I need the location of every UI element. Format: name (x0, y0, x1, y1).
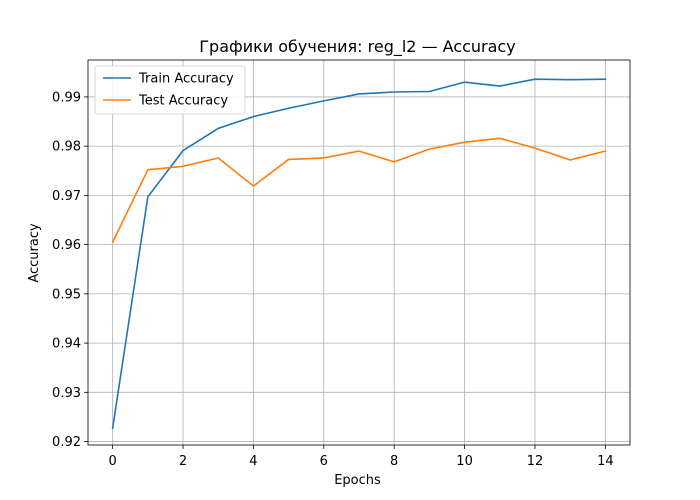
x-axis-label: Epochs (334, 473, 381, 488)
chart-title: Графики обучения: reg_l2 — Accuracy (199, 37, 515, 57)
x-tick-label: 2 (179, 454, 187, 469)
y-tick-label: 0.93 (52, 386, 81, 401)
y-tick-label: 0.98 (52, 140, 81, 155)
x-tick-label: 8 (390, 454, 398, 469)
y-tick-label: 0.97 (52, 189, 81, 204)
y-tick-label: 0.95 (52, 287, 81, 302)
x-tick-label: 0 (108, 454, 116, 469)
series-line-train (111, 78, 607, 430)
plot-frame (87, 59, 631, 446)
axes (87, 59, 631, 446)
legend: Train Accuracy Test Accuracy (94, 65, 246, 115)
x-tick-label: 12 (527, 454, 544, 469)
legend-box (94, 65, 246, 115)
ticks: 0 2 4 6 8 10 12 14 0.92 0.93 0.94 0.95 0.96 0.97 0.98 0… (52, 90, 614, 469)
x-tick-label: 6 (320, 454, 328, 469)
x-tick-label: 14 (597, 454, 614, 469)
y-tick-label: 0.94 (52, 337, 81, 352)
y-tick-label: 0.92 (52, 435, 81, 450)
legend-entry: Test Accuracy (138, 94, 228, 109)
series-lines (111, 78, 607, 430)
x-tick-label: 4 (249, 454, 257, 469)
y-tick-label: 0.96 (52, 238, 81, 253)
series-line-test (111, 137, 607, 244)
x-tick-label: 10 (456, 454, 473, 469)
y-axis-label: Accuracy (27, 223, 42, 283)
grid (88, 60, 630, 445)
legend-entry: Train Accuracy (138, 72, 234, 87)
y-tick-label: 0.99 (52, 90, 81, 105)
